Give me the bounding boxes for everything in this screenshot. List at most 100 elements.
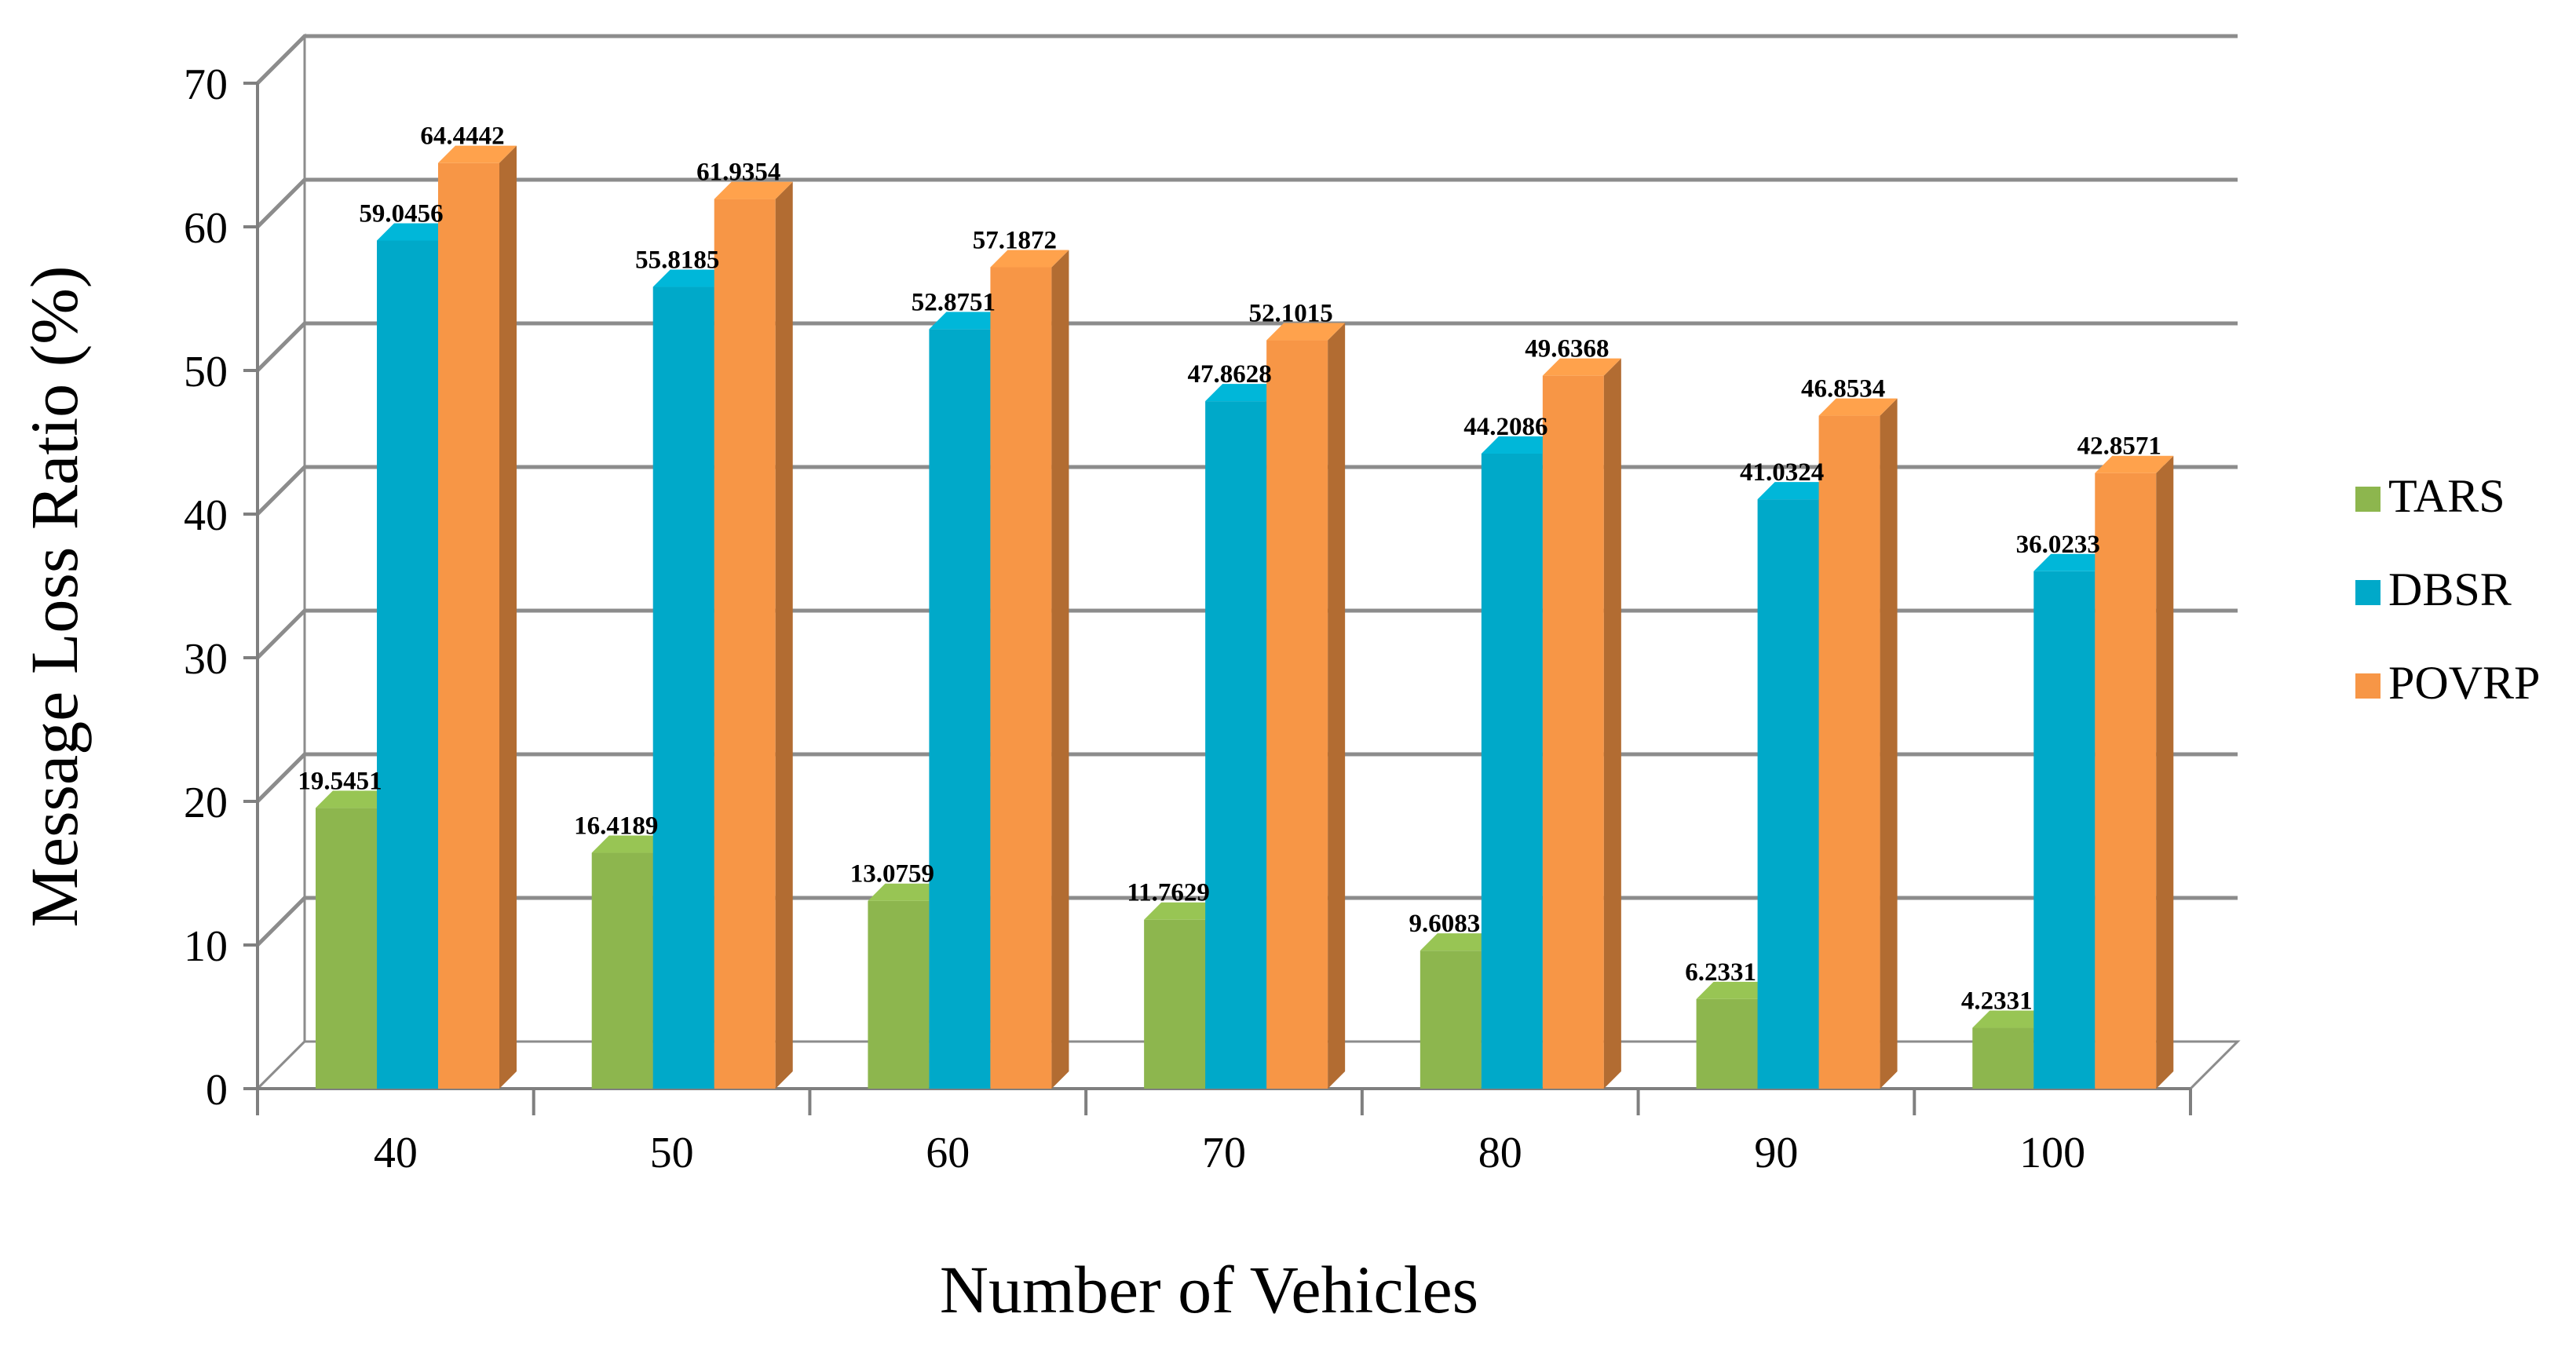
x-tick-label: 80 <box>1478 1129 1522 1177</box>
y-tick-label: 20 <box>184 779 228 827</box>
data-label-tars: 16.4189 <box>574 812 658 841</box>
y-tick-label: 70 <box>184 60 228 109</box>
bar-top <box>1144 902 1223 920</box>
bar-front <box>2033 571 2096 1089</box>
bar-front <box>714 199 776 1089</box>
bar-front <box>2095 473 2157 1089</box>
bar-top <box>2033 553 2113 571</box>
data-label-tars: 9.6083 <box>1409 910 1480 938</box>
legend-label: DBSR <box>2388 564 2512 615</box>
bar-side <box>1328 323 1346 1089</box>
bar-top <box>438 145 517 163</box>
data-label-dbsr: 55.8185 <box>635 246 719 275</box>
bar-top <box>1696 981 1775 999</box>
data-label-tars: 6.2331 <box>1685 958 1756 987</box>
gridline <box>256 177 2238 228</box>
data-label-povrp: 57.1872 <box>973 226 1057 254</box>
bar-povrp <box>714 181 793 1089</box>
legend-label: POVRP <box>2388 657 2540 709</box>
bar-povrp <box>1542 358 1621 1089</box>
x-tick-label: 60 <box>926 1129 970 1177</box>
data-label-povrp: 52.1015 <box>1249 300 1333 328</box>
data-label-dbsr: 44.2086 <box>1463 413 1547 441</box>
y-tick-label: 60 <box>184 204 228 253</box>
bar-front <box>1542 375 1604 1089</box>
bar-front <box>316 808 377 1089</box>
data-label-povrp: 64.4442 <box>420 122 504 151</box>
data-label-dbsr: 59.0456 <box>359 199 443 228</box>
data-labels: 19.5451 59.0456 64.4442 16.4189 55.8185 61.93… <box>298 122 2161 1016</box>
y-tick-label: 0 <box>206 1066 228 1115</box>
bar-front <box>652 286 714 1089</box>
bar-side <box>1051 250 1069 1089</box>
bar-side <box>1603 358 1621 1089</box>
data-label-tars: 4.2331 <box>1961 987 2033 1016</box>
bar-top <box>2095 455 2174 473</box>
bar-front <box>1266 340 1328 1089</box>
bar-front <box>929 329 991 1089</box>
bar-povrp <box>990 250 1069 1089</box>
x-axis-title: Number of Vehicles <box>940 1252 1478 1327</box>
data-label-tars: 19.5451 <box>298 767 382 795</box>
bar-top <box>868 883 947 901</box>
bar-front <box>1481 453 1543 1089</box>
data-label-povrp: 42.8571 <box>2077 432 2161 461</box>
bar-povrp <box>1266 323 1346 1089</box>
y-tick-label: 30 <box>184 635 228 684</box>
bar-front <box>438 162 499 1089</box>
data-label-povrp: 46.8534 <box>1801 375 1885 403</box>
bar-front <box>377 240 438 1089</box>
bar-top <box>591 835 670 853</box>
bar-top <box>1420 933 1499 951</box>
bar-side <box>775 181 793 1089</box>
bar-povrp <box>2095 455 2174 1089</box>
bar-side <box>499 145 517 1089</box>
bar-top <box>377 223 455 241</box>
data-label-dbsr: 36.0233 <box>2016 531 2100 559</box>
bar-top <box>1757 482 1836 500</box>
bar-top <box>316 790 394 808</box>
bar-top <box>990 250 1069 268</box>
bar-top <box>929 312 1008 330</box>
bar-povrp <box>438 145 517 1089</box>
legend-item-dbsr: DBSR <box>2355 564 2512 615</box>
legend-swatch <box>2355 487 2381 512</box>
bar-top <box>1542 358 1621 376</box>
legend: TARS DBSR POVRP <box>2355 470 2540 709</box>
data-label-povrp: 61.9354 <box>696 159 780 187</box>
bar-povrp <box>1818 398 1898 1089</box>
gridline <box>256 321 2238 372</box>
bar-front <box>1205 401 1267 1089</box>
data-label-povrp: 49.6368 <box>1525 335 1609 363</box>
data-label-dbsr: 41.0324 <box>1740 458 1824 487</box>
legend-swatch <box>2355 673 2381 699</box>
y-tick-label: 10 <box>184 922 228 971</box>
bar-top <box>714 181 793 199</box>
legend-label: TARS <box>2388 470 2505 522</box>
data-label-dbsr: 52.8751 <box>912 288 996 316</box>
gridline <box>256 34 2238 85</box>
data-label-tars: 13.0759 <box>850 860 934 888</box>
y-axis-title: Message Loss Ratio (%) <box>16 265 92 927</box>
bar-side <box>2156 455 2174 1089</box>
data-label-tars: 11.7629 <box>1127 879 1209 907</box>
bar-front <box>1757 499 1819 1089</box>
x-tick-label: 70 <box>1202 1129 1246 1177</box>
bar-front <box>868 900 930 1089</box>
bar-front <box>1818 415 1880 1089</box>
legend-item-povrp: POVRP <box>2355 657 2540 709</box>
bar-dbsr <box>377 223 455 1089</box>
y-tick-label: 40 <box>184 491 228 540</box>
legend-item-tars: TARS <box>2355 470 2505 522</box>
bar-top <box>1818 398 1898 416</box>
y-tick-label: 50 <box>184 348 228 396</box>
side-wall <box>256 33 306 1092</box>
x-tick-label: 50 <box>650 1129 694 1177</box>
bar-top <box>652 269 732 287</box>
bar-top <box>1481 436 1560 454</box>
bars <box>316 145 2174 1089</box>
data-label-dbsr: 47.8628 <box>1188 360 1272 389</box>
x-tick-label: 90 <box>1754 1129 1798 1177</box>
